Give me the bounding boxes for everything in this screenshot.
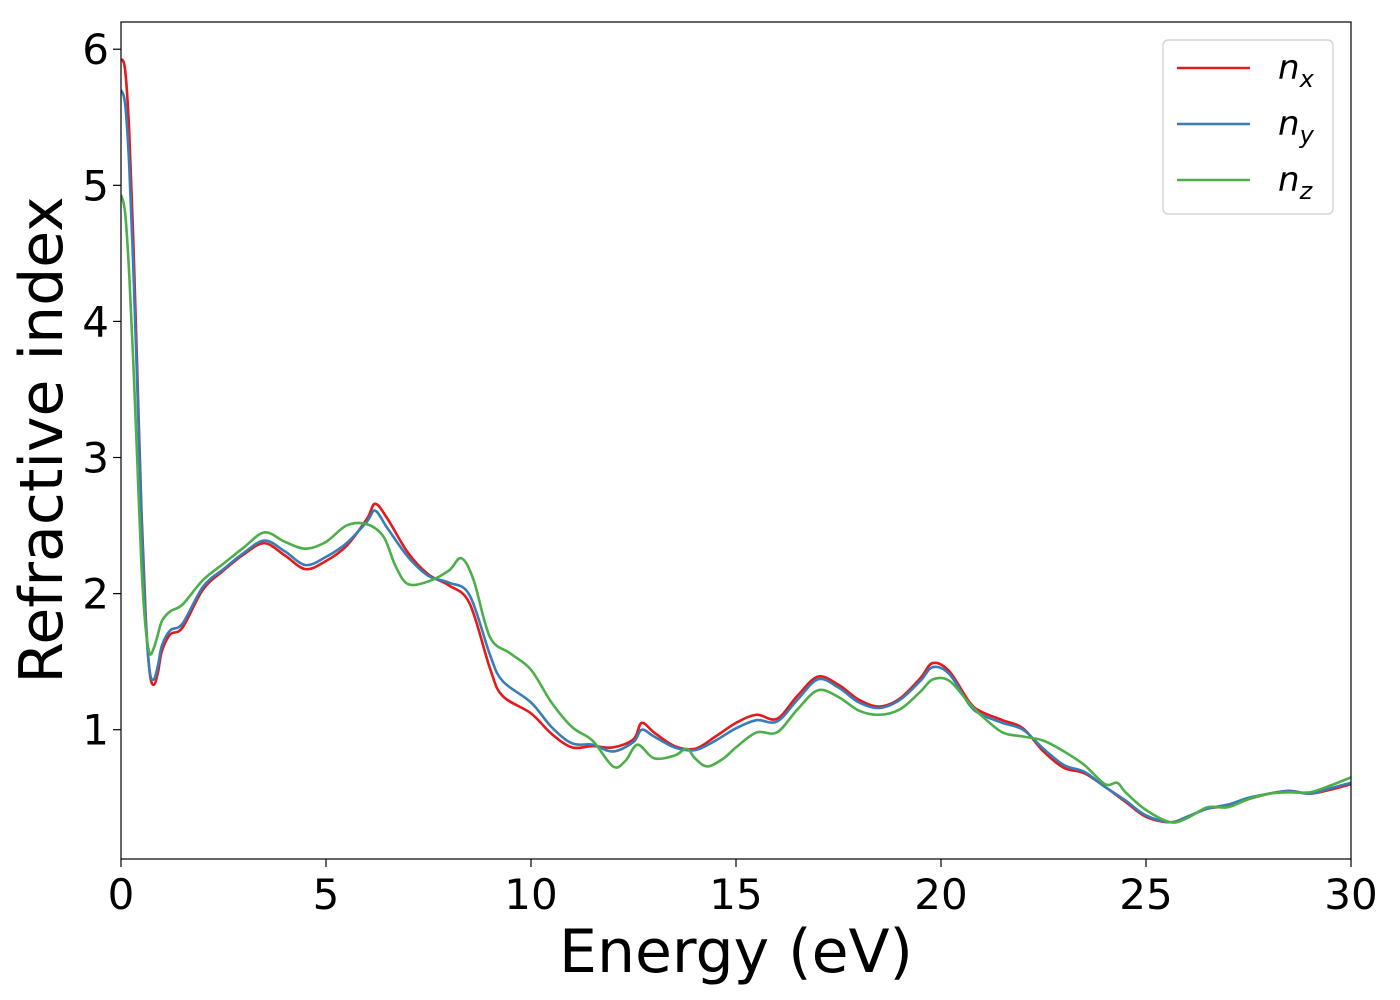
series-line-ny: [121, 89, 1351, 824]
y-tick-label: 6: [82, 25, 109, 74]
x-tick-label: 5: [313, 870, 340, 919]
y-tick-label: 3: [82, 434, 109, 483]
y-tick-label: 5: [82, 161, 109, 210]
x-axis-title: Energy (eV): [559, 917, 913, 987]
legend-label-main: n: [1278, 48, 1300, 88]
y-tick-label: 2: [82, 570, 109, 619]
series-line-nz: [121, 194, 1351, 824]
y-tick-label: 4: [82, 297, 109, 346]
y-axis-ticks: 1 2 3 4 5 6: [82, 25, 121, 755]
legend-label-main: n: [1278, 160, 1300, 200]
legend-label-nz: nz: [1278, 160, 1314, 205]
x-tick-label: 15: [709, 870, 762, 919]
legend-label-subscript: z: [1299, 177, 1314, 205]
x-tick-label: 30: [1324, 870, 1377, 919]
legend-label-subscript: y: [1299, 121, 1315, 149]
x-tick-label: 25: [1119, 870, 1172, 919]
legend-label-nx: nx: [1278, 48, 1315, 93]
y-axis-title: Refractive index: [7, 196, 77, 683]
x-tick-label: 10: [504, 870, 557, 919]
series-layer: [121, 58, 1351, 824]
legend-box: [1162, 39, 1334, 215]
legend-label-main: n: [1278, 104, 1300, 144]
legend-label-ny: ny: [1278, 104, 1315, 149]
x-tick-label: 20: [914, 870, 967, 919]
x-tick-label: 0: [108, 870, 135, 919]
y-tick-label: 1: [82, 706, 109, 755]
legend-label-subscript: x: [1299, 65, 1315, 93]
x-axis-ticks: 0 5 10 15 20 25 30: [108, 859, 1378, 919]
